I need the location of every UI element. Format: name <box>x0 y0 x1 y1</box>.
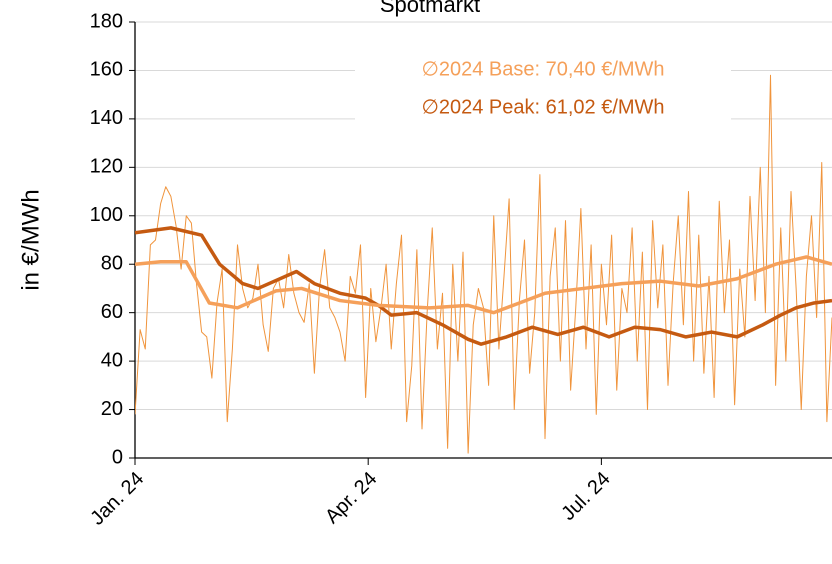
annotation-background <box>355 92 731 124</box>
y-tick-label: 160 <box>90 59 123 81</box>
y-tick-label: 60 <box>101 301 123 323</box>
y-tick-label: 20 <box>101 398 123 420</box>
plot-area <box>135 74 832 454</box>
annotation-background <box>355 54 731 86</box>
y-tick-label: 120 <box>90 156 123 178</box>
series-line <box>135 255 832 315</box>
annotation: ∅2024 Base: 70,40 €/MWh <box>421 58 664 80</box>
y-tick-label: 0 <box>112 446 123 468</box>
y-tick-label: 40 <box>101 349 123 371</box>
y-tick-label: 100 <box>90 204 123 226</box>
chart-title: Spotmarkt <box>380 0 480 17</box>
y-axis-label: in €/MWh <box>17 189 44 290</box>
y-tick-label: 80 <box>101 253 123 275</box>
x-tick-label: Jul. 24 <box>557 468 614 525</box>
x-tick-label: Apr. 24 <box>321 468 381 528</box>
y-tick-label: 180 <box>90 10 123 32</box>
annotation: ∅2024 Peak: 61,02 €/MWh <box>421 96 664 118</box>
y-tick-label: 140 <box>90 107 123 129</box>
series-line <box>135 226 832 346</box>
x-tick-label: Jan. 24 <box>86 468 148 530</box>
